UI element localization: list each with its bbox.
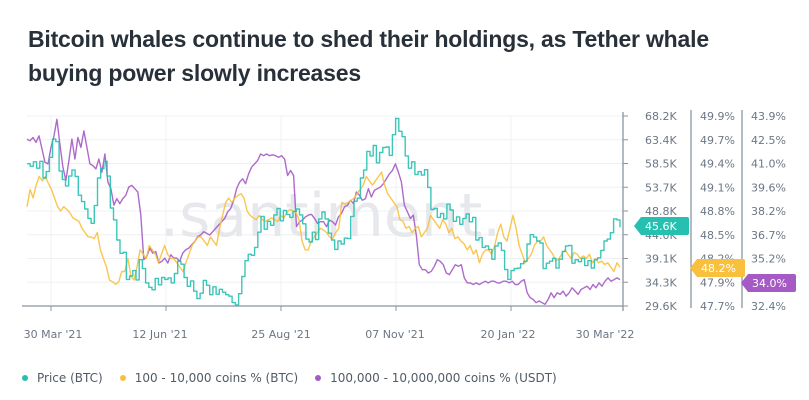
x-tick-label: 12 Jun '21	[132, 328, 187, 341]
series-line-usdt_holders	[26, 118, 621, 305]
badge-label: 34.0%	[752, 277, 787, 290]
y-tick-label-usdt_holders: 43.9%	[751, 110, 786, 123]
chart-title: Bitcoin whales continue to shed their ho…	[28, 26, 709, 86]
y-tick-label-price: 29.6K	[645, 300, 677, 313]
watermark: .santiment.	[160, 181, 501, 251]
legend-dot-icon	[22, 375, 28, 381]
y-tick-label-btc_holders: 47.7%	[700, 300, 735, 313]
y-tick-label-btc_holders: 47.9%	[700, 276, 735, 289]
y-tick-label-btc_holders: 48.8%	[700, 205, 735, 218]
legend-label: Price (BTC)	[37, 371, 103, 385]
badge-bg	[741, 274, 796, 292]
legend-item-btc-holders[interactable]: 100 - 10,000 coins % (BTC)	[119, 371, 299, 385]
legend-item-usdt-holders[interactable]: 100,000 - 10,000,000 coins % (USDT)	[315, 371, 557, 385]
x-tick-label: 20 Jan '22	[481, 328, 536, 341]
y-tick-label-price: 48.8K	[645, 205, 677, 218]
series-layer	[26, 117, 621, 306]
badge-label: 45.6K	[645, 220, 677, 233]
legend-dot-icon	[119, 375, 126, 381]
badge-label: 48.2%	[701, 262, 736, 275]
legend: Price (BTC) 100 - 10,000 coins % (BTC) 1…	[22, 371, 574, 385]
value-badges: 45.6K 48.2% 34.0%	[634, 217, 796, 292]
badge-price: 45.6K	[634, 217, 689, 235]
y-tick-label-usdt_holders: 32.4%	[751, 300, 786, 313]
y-tick-label-usdt_holders: 38.2%	[751, 205, 786, 218]
legend-label: 100 - 10,000 coins % (BTC)	[134, 371, 299, 385]
badge-btc-holders: 48.2%	[690, 259, 745, 277]
badge-bg	[634, 217, 689, 235]
y-tick-label-usdt_holders: 39.6%	[751, 181, 786, 194]
y-tick-label-btc_holders: 49.1%	[700, 181, 735, 194]
y-tick-label-price: 34.3K	[645, 276, 677, 289]
axes: 30 Mar '21 12 Jun '21 25 Aug '21 07 Nov '21…	[22, 110, 786, 341]
badge-usdt-holders: 34.0%	[741, 274, 796, 292]
y-tick-label-price: 53.7K	[645, 181, 677, 194]
y-tick-label-usdt_holders: 41.0%	[751, 158, 786, 171]
y-tick-label-price: 68.2K	[645, 110, 677, 123]
y-tick-label-btc_holders: 49.4%	[700, 158, 735, 171]
series-line-price	[27, 117, 621, 306]
y-tick-label-usdt_holders: 42.5%	[751, 134, 786, 147]
legend-item-price[interactable]: Price (BTC)	[22, 371, 103, 385]
x-tick-label: 30 Mar '22	[576, 328, 635, 341]
y-tick-label-price: 39.1K	[645, 253, 677, 266]
legend-label: 100,000 - 10,000,000 coins % (USDT)	[330, 371, 557, 385]
y-tick-label-usdt_holders: 35.2%	[751, 253, 786, 266]
x-tick-label: 30 Mar '21	[24, 328, 83, 341]
y-tick-label-btc_holders: 49.9%	[700, 110, 735, 123]
y-tick-label-usdt_holders: 36.7%	[751, 229, 786, 242]
y-tick-label-price: 58.5K	[645, 158, 677, 171]
x-tick-label: 25 Aug '21	[251, 328, 311, 341]
y-tick-label-btc_holders: 49.7%	[700, 134, 735, 147]
badge-bg	[690, 259, 745, 277]
y-tick-label-price: 63.4K	[645, 134, 677, 147]
y-tick-label-btc_holders: 48.5%	[700, 229, 735, 242]
legend-dot-icon	[315, 375, 322, 381]
x-tick-label: 07 Nov '21	[365, 328, 424, 341]
